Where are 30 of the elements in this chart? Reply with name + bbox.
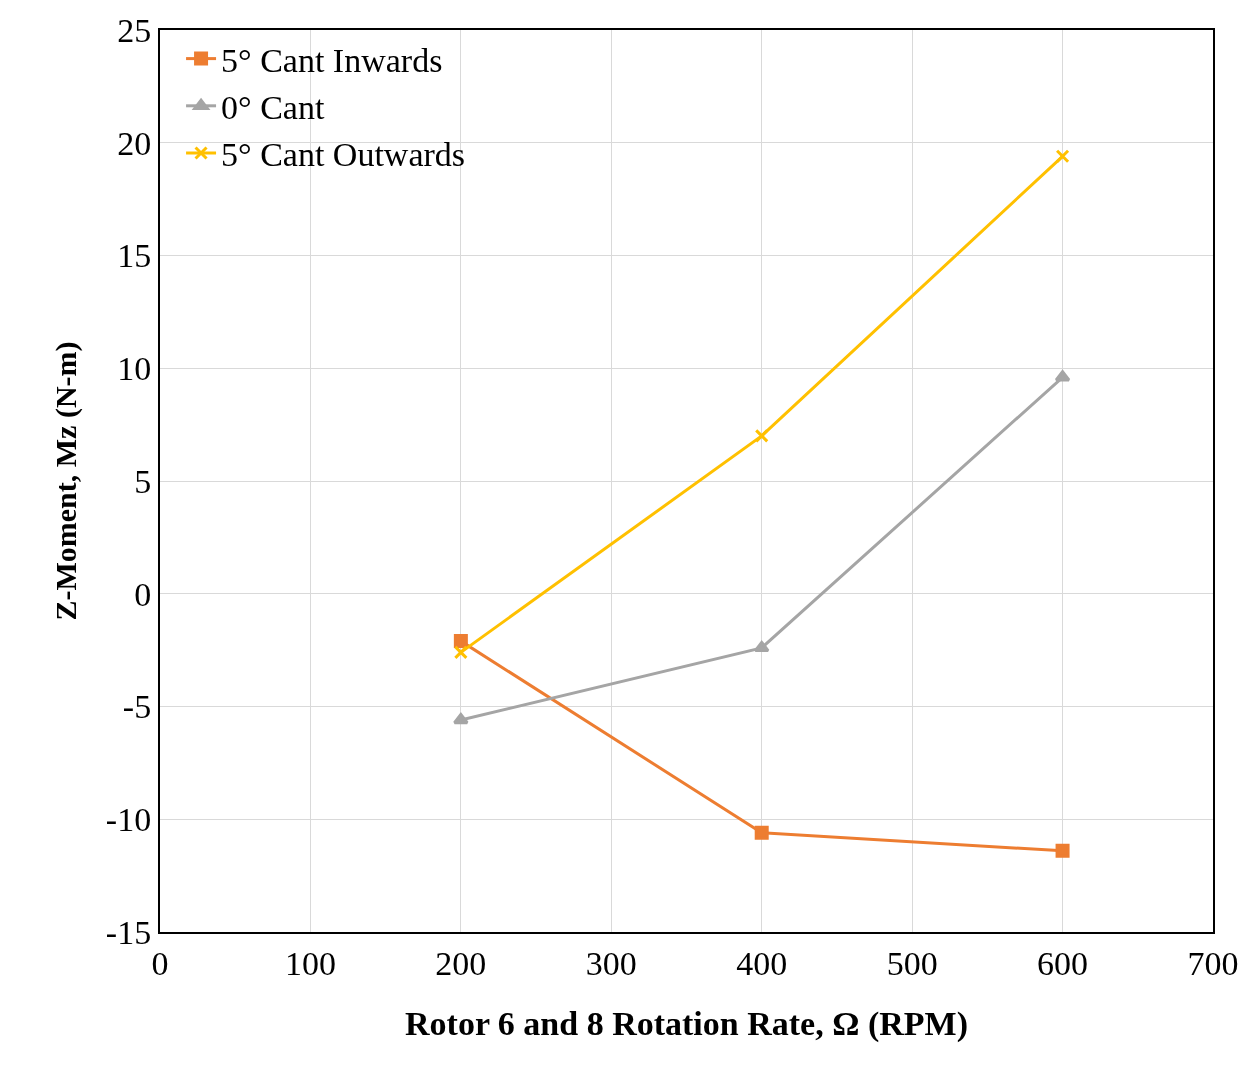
x-tick-label: 700	[1187, 944, 1239, 982]
point	[1055, 149, 1070, 164]
x-tick-label: 200	[435, 944, 487, 982]
y-tick-label: 20	[117, 124, 152, 162]
y-tick-label: 25	[117, 11, 152, 49]
y-tick-label: 5	[134, 462, 152, 500]
x-tick-label: 100	[284, 944, 336, 982]
y-tick-label: -10	[105, 801, 152, 839]
legend-label: 5° Cant Inwards	[221, 41, 443, 79]
y-axis-title: Z-Moment, Mz (N-m)	[49, 341, 84, 621]
y-tick-label: 15	[117, 237, 152, 275]
point	[453, 634, 468, 649]
x-tick-label: 500	[886, 944, 938, 982]
point	[754, 825, 769, 840]
point	[753, 640, 770, 653]
y-tick-label: 10	[117, 350, 152, 388]
x-axis-title: Rotor 6 and 8 Rotation Rate, Ω (RPM)	[405, 1004, 968, 1043]
point	[1055, 843, 1070, 858]
y-tick-label: -15	[105, 913, 152, 951]
point	[453, 645, 468, 660]
x-tick-label: 300	[585, 944, 637, 982]
y-tick-label: -5	[122, 688, 152, 726]
legend-label: 0° Cant	[221, 89, 325, 127]
point	[1054, 370, 1071, 382]
x-tick-label: 400	[736, 944, 788, 982]
point	[754, 428, 769, 443]
x-tick-label: 600	[1037, 944, 1089, 982]
y-tick-label: 0	[134, 575, 152, 613]
legend-label: 5° Cant Outwards	[221, 136, 466, 174]
point	[453, 713, 469, 725]
